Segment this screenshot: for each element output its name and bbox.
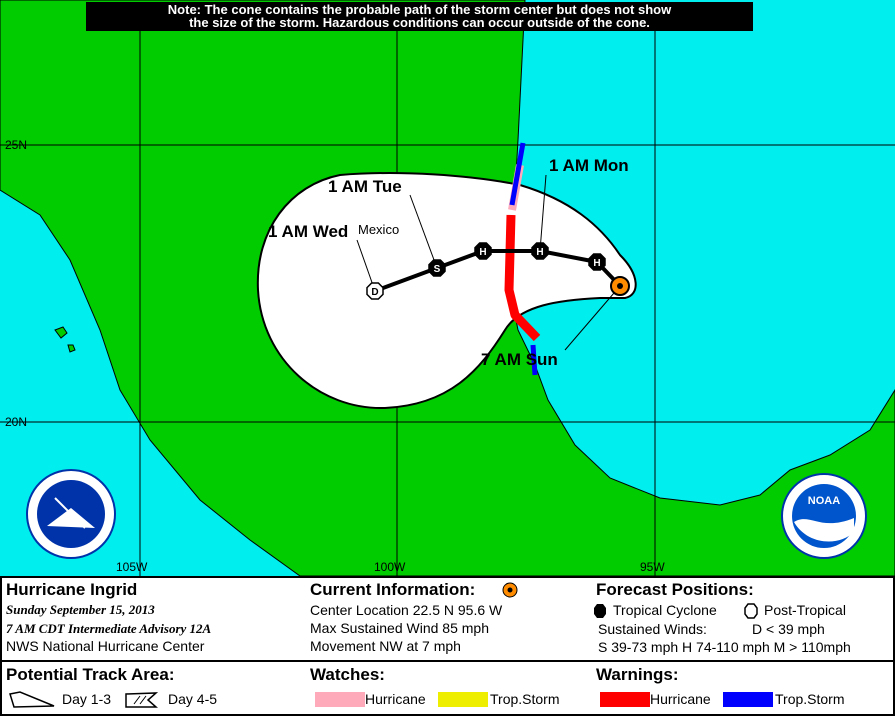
time-label-sun: 7 AM Sun (481, 350, 558, 369)
forecast-point-letter: H (593, 258, 600, 269)
hurricane-warning-swatch (600, 692, 650, 707)
nws-logo (26, 469, 116, 559)
forecast-point-letter: H (479, 247, 486, 258)
advisory-number: 7 AM CDT Intermediate Advisory 12A (6, 621, 212, 636)
issuing-center: NWS National Hurricane Center (6, 638, 205, 654)
forecast-point-letter: H (536, 247, 543, 258)
forecast-point-h (474, 242, 492, 260)
current-info-title: Current Information: (310, 580, 476, 599)
max-wind: Max Sustained Wind 85 mph (310, 620, 489, 636)
day4-5-label: Day 4-5 (168, 691, 218, 707)
ts-watch-swatch (438, 692, 488, 707)
forecast-point-h (531, 242, 549, 260)
movement: Movement NW at 7 mph (310, 638, 461, 654)
legend-panel: Hurricane Ingrid Sunday September 15, 20… (0, 576, 895, 716)
day4-5-cone-icon (125, 692, 159, 708)
tropical-storm-warning-south (530, 344, 538, 376)
hurricane-watch-swatch (315, 692, 365, 707)
day1-3-label: Day 1-3 (62, 691, 112, 707)
intensity-definitions: S 39-73 mph H 74-110 mph M > 110mph (598, 639, 851, 655)
day1-3-cone-icon (9, 691, 55, 708)
lon-label-105w: 105W (116, 560, 148, 574)
forecast-point-h (588, 253, 606, 271)
lat-label-25n: 25N (5, 138, 28, 152)
legend-divider (2, 660, 893, 662)
post-tropical-icon (744, 603, 758, 619)
track-area-title: Potential Track Area: (6, 665, 175, 684)
sustained-winds-label: Sustained Winds: (598, 621, 707, 637)
hurricane-watch-label: Hurricane (365, 691, 426, 707)
advisory-date: Sunday September 15, 2013 (6, 602, 155, 617)
watches-title: Watches: (310, 665, 385, 684)
note-line-2: the size of the storm. Hazardous conditi… (189, 15, 650, 30)
forecast-point-s (428, 259, 446, 277)
lon-label-95w: 95W (640, 560, 665, 574)
time-label-mon: 1 AM Mon (549, 156, 629, 175)
ts-warning-label: Trop.Storm (775, 691, 845, 707)
forecast-point-letter: S (434, 264, 441, 275)
tropical-storm-warning-north (509, 142, 526, 206)
lat-label-20n: 20N (5, 415, 28, 429)
center-location: Center Location 22.5 N 95.6 W (310, 602, 503, 618)
ts-warning-swatch (723, 692, 773, 707)
hurricane-warning-label: Hurricane (650, 691, 711, 707)
warnings-title: Warnings: (596, 665, 679, 684)
cone-disclaimer-note: Note: The cone contains the probable pat… (86, 2, 753, 31)
noaa-logo: NOAA (781, 473, 867, 559)
depression-definition: D < 39 mph (752, 621, 825, 637)
svg-text:NOAA: NOAA (808, 495, 840, 507)
tropical-cyclone-label: Tropical Cyclone (613, 602, 717, 618)
forecast-positions-title: Forecast Positions: (596, 580, 754, 599)
time-label-tue: 1 AM Tue (328, 177, 402, 196)
current-position-icon (502, 582, 518, 598)
post-tropical-label: Post-Tropical (764, 602, 846, 618)
lon-label-100w: 100W (374, 560, 406, 574)
current-position-dot (617, 283, 623, 289)
time-label-wed: 1 AM Wed (268, 222, 349, 241)
note-line-1: Note: The cone contains the probable pat… (167, 2, 672, 17)
forecast-point-d (366, 282, 384, 300)
pacific-island (54, 326, 76, 353)
place-label-mexico: Mexico (358, 222, 400, 237)
storm-name: Hurricane Ingrid (6, 580, 138, 599)
ts-watch-label: Trop.Storm (490, 691, 560, 707)
forecast-cone-map: H H H S D (0, 0, 895, 576)
forecast-point-letter: D (371, 287, 378, 298)
tropical-cyclone-icon (594, 604, 606, 618)
